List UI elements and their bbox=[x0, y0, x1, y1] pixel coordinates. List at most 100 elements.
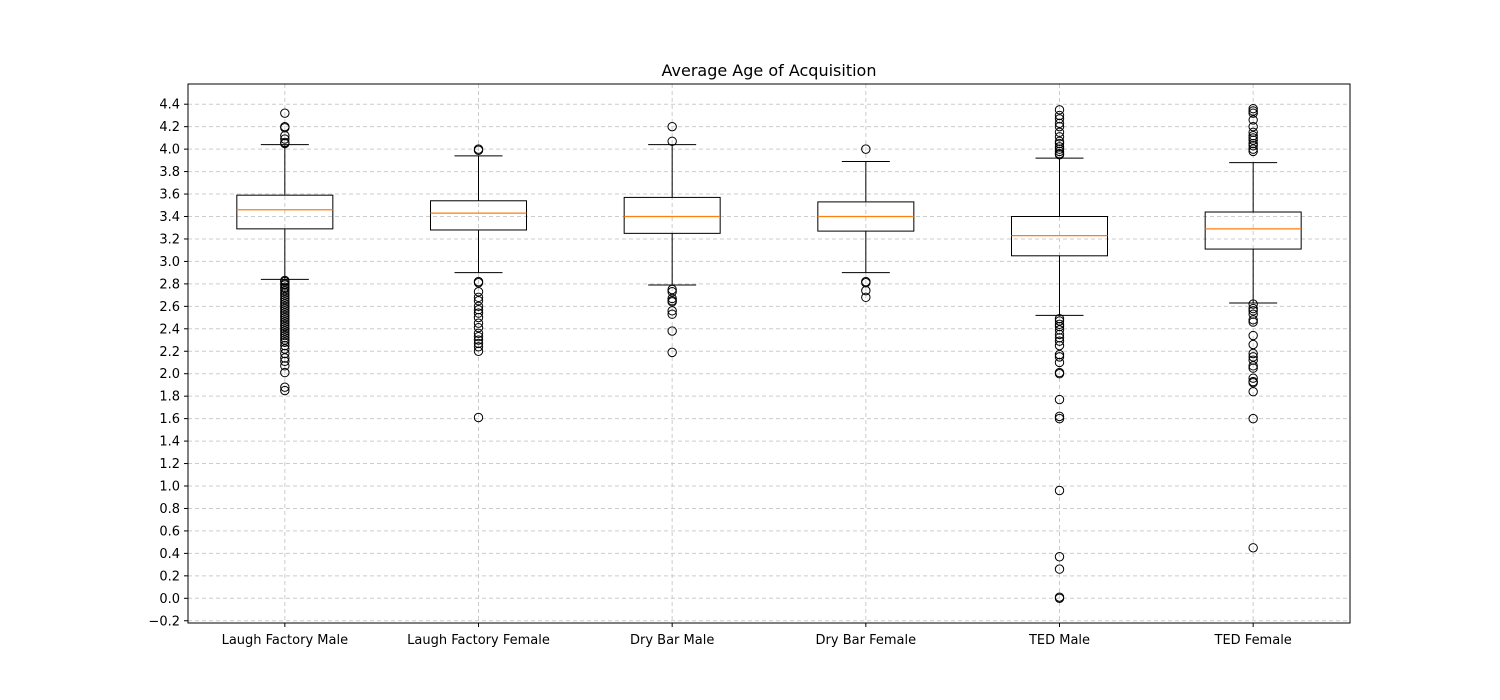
outlier-point bbox=[280, 308, 290, 318]
outlier-point bbox=[280, 303, 290, 314]
outlier-point bbox=[1054, 369, 1065, 379]
outlier-point bbox=[280, 285, 290, 296]
y-tick-label: 3.8 bbox=[159, 165, 180, 180]
outlier-point bbox=[1054, 138, 1065, 149]
outlier-point bbox=[1054, 593, 1065, 603]
box-layer bbox=[236, 104, 1302, 603]
outlier-point bbox=[1054, 411, 1065, 422]
x-tick-label: Laugh Factory Female bbox=[407, 633, 550, 648]
outlier-point bbox=[280, 130, 290, 141]
outlier-point bbox=[1054, 485, 1065, 496]
outlier-point bbox=[861, 285, 871, 296]
outlier-point bbox=[1054, 132, 1065, 142]
outlier-point bbox=[280, 330, 290, 341]
outlier-point bbox=[280, 288, 290, 298]
outlier-point bbox=[473, 296, 484, 306]
outlier-point bbox=[667, 284, 677, 295]
outlier-point bbox=[1054, 136, 1065, 146]
outlier-point bbox=[473, 292, 484, 303]
outlier-point bbox=[1054, 552, 1065, 562]
outlier-point bbox=[667, 347, 677, 358]
outlier-point bbox=[280, 367, 290, 378]
outlier-point bbox=[280, 134, 290, 144]
tick-layer: −0.2 0.0 0.2 0.4 0.6 0.8 1.0 1.2 1.4 1.6 1.8 2.0 2.2… bbox=[148, 98, 1291, 648]
y-tick-label: −0.2 bbox=[148, 614, 180, 629]
y-tick-label: 2.2 bbox=[159, 345, 180, 360]
outlier-point bbox=[280, 292, 290, 303]
outlier-point bbox=[1248, 133, 1258, 143]
box-group-laugh-factory-male bbox=[236, 108, 334, 396]
outlier-point bbox=[1248, 386, 1258, 397]
outlier-point bbox=[1054, 313, 1065, 324]
y-tick-label: 0.0 bbox=[159, 592, 180, 607]
outlier-point bbox=[473, 412, 484, 423]
y-tick-label: 0.2 bbox=[159, 569, 180, 584]
outlier-point bbox=[1248, 146, 1258, 157]
y-tick-label: 1.8 bbox=[159, 390, 180, 405]
outlier-point bbox=[1054, 394, 1065, 405]
outlier-point bbox=[1248, 355, 1258, 365]
outlier-point bbox=[280, 333, 290, 343]
outlier-point bbox=[667, 136, 677, 146]
outlier-point bbox=[1248, 413, 1258, 424]
outlier-point bbox=[473, 331, 484, 342]
outlier-point bbox=[280, 283, 290, 294]
outlier-point bbox=[280, 328, 290, 338]
iqr-box bbox=[430, 200, 527, 231]
outlier-point bbox=[473, 308, 484, 318]
y-tick-label: 0.4 bbox=[159, 547, 180, 562]
outlier-point bbox=[1248, 115, 1258, 125]
x-tick-label: TED Female bbox=[1214, 633, 1292, 648]
outlier-point bbox=[1248, 138, 1258, 149]
outlier-point bbox=[1054, 564, 1065, 574]
outlier-point bbox=[1054, 352, 1065, 362]
y-tick-label: 0.6 bbox=[159, 524, 180, 539]
iqr-box bbox=[236, 194, 334, 230]
outlier-point bbox=[1054, 118, 1065, 129]
outlier-point bbox=[473, 346, 484, 356]
outlier-point bbox=[473, 338, 484, 349]
outlier-point bbox=[280, 344, 290, 354]
outlier-point bbox=[280, 108, 290, 118]
y-tick-label: 2.8 bbox=[159, 277, 180, 292]
outlier-point bbox=[473, 342, 484, 352]
outlier-point bbox=[1248, 377, 1258, 388]
x-tick-label: Laugh Factory Male bbox=[222, 633, 348, 648]
outlier-point bbox=[280, 321, 290, 332]
outlier-point bbox=[280, 319, 290, 330]
outlier-point bbox=[1248, 144, 1258, 154]
outlier-point bbox=[1248, 315, 1258, 325]
outlier-point bbox=[1248, 339, 1258, 350]
y-tick-label: 2.6 bbox=[159, 300, 180, 315]
outlier-point bbox=[280, 361, 290, 371]
outlier-point bbox=[280, 335, 290, 345]
outlier-point bbox=[1248, 108, 1258, 118]
y-tick-label: 1.4 bbox=[159, 435, 180, 450]
outlier-point bbox=[473, 287, 484, 297]
iqr-box bbox=[623, 196, 721, 234]
outlier-point bbox=[1054, 336, 1065, 346]
y-tick-label: 3.0 bbox=[159, 255, 180, 270]
outlier-point bbox=[473, 335, 484, 345]
y-tick-label: 4.0 bbox=[159, 143, 180, 158]
outlier-point bbox=[1248, 306, 1258, 316]
outlier-point bbox=[473, 278, 484, 288]
outlier-point bbox=[473, 328, 484, 338]
outlier-point bbox=[667, 293, 677, 304]
outlier-point bbox=[1248, 373, 1258, 383]
outlier-point bbox=[1054, 329, 1065, 340]
outlier-point bbox=[280, 280, 290, 290]
outlier-point bbox=[1248, 363, 1258, 373]
outlier-point bbox=[280, 324, 290, 334]
outlier-point bbox=[1248, 352, 1258, 362]
outlier-point bbox=[473, 305, 484, 315]
outlier-point bbox=[1054, 321, 1065, 332]
outlier-point bbox=[1248, 104, 1258, 114]
outlier-point bbox=[1054, 105, 1065, 115]
outlier-point bbox=[1054, 110, 1065, 121]
outlier-point bbox=[280, 294, 290, 305]
outlier-point bbox=[1054, 114, 1065, 124]
outlier-point bbox=[1248, 130, 1258, 141]
y-tick-label: 1.0 bbox=[159, 480, 180, 495]
